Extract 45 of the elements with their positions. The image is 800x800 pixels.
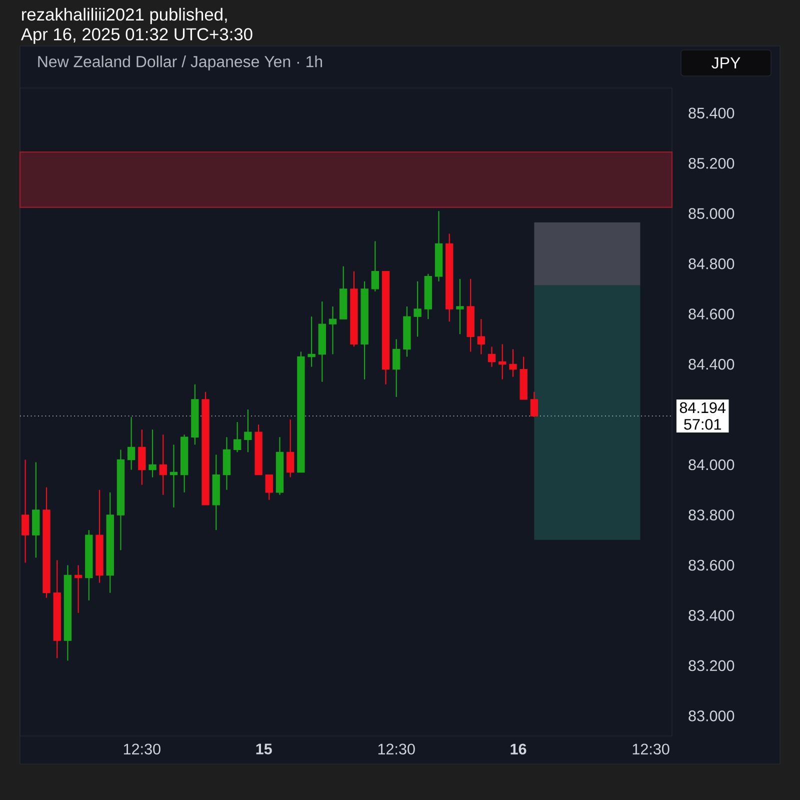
- text: rezakhaliliii2021 published,: [22, 8, 227, 24]
- candlestick: [138, 429, 146, 486]
- candlestick: [414, 280, 422, 338]
- candlestick: [498, 344, 506, 380]
- y-tick-label: 84.400: [688, 358, 734, 370]
- candlestick: [477, 318, 486, 355]
- y-tick-label: 84.600: [688, 308, 734, 320]
- text: Apr 16, 2025 01:32 UTC+3:30: [20, 28, 252, 44]
- candlestick: [371, 240, 380, 292]
- y-tick-label: 85.000: [688, 208, 734, 219]
- y-tick-label: 84.800: [688, 258, 734, 270]
- y-tick-label: 85.200: [688, 158, 734, 169]
- candlestick: [170, 444, 178, 508]
- candlestick: [74, 564, 82, 614]
- x-tick-label: 16: [510, 744, 526, 755]
- y-tick-label: 83.200: [688, 660, 734, 672]
- y-tick-label: 84.000: [688, 459, 734, 470]
- y-tick-label: 83.400: [688, 610, 734, 621]
- candlestick: [159, 434, 167, 496]
- candlestick: [286, 418, 294, 478]
- y-tick-label: 85.400: [688, 108, 734, 119]
- x-tick-label: 12:30: [632, 744, 670, 755]
- ref-line-label: 84.194: [680, 402, 726, 414]
- candlestick: [530, 391, 538, 418]
- candlestick: [265, 474, 273, 500]
- candlestick: [328, 306, 337, 355]
- candlestick: [456, 278, 464, 335]
- y-tick-label: 83.000: [688, 710, 734, 722]
- candlestick: [21, 459, 30, 564]
- candlestick: [308, 316, 316, 368]
- x-tick-label: 15: [256, 744, 272, 754]
- candlestick: [244, 408, 252, 453]
- x-tick-label: 12:30: [124, 744, 160, 755]
- candlestick: [488, 346, 496, 368]
- x-tick-label: 12:30: [378, 744, 415, 755]
- candlestick: [148, 429, 156, 478]
- text: JPY: [712, 57, 740, 69]
- y-tick-label: 83.800: [688, 510, 734, 520]
- candlestick: [392, 338, 400, 398]
- candlestick: [127, 416, 136, 470]
- chart-title: New Zealand Dollar / Japanese Yen · 1h: [38, 56, 322, 70]
- candlestick: [509, 348, 517, 378]
- text: 57:01: [684, 418, 721, 430]
- candlestick: [233, 421, 242, 453]
- y-tick-label: 83.600: [688, 560, 734, 571]
